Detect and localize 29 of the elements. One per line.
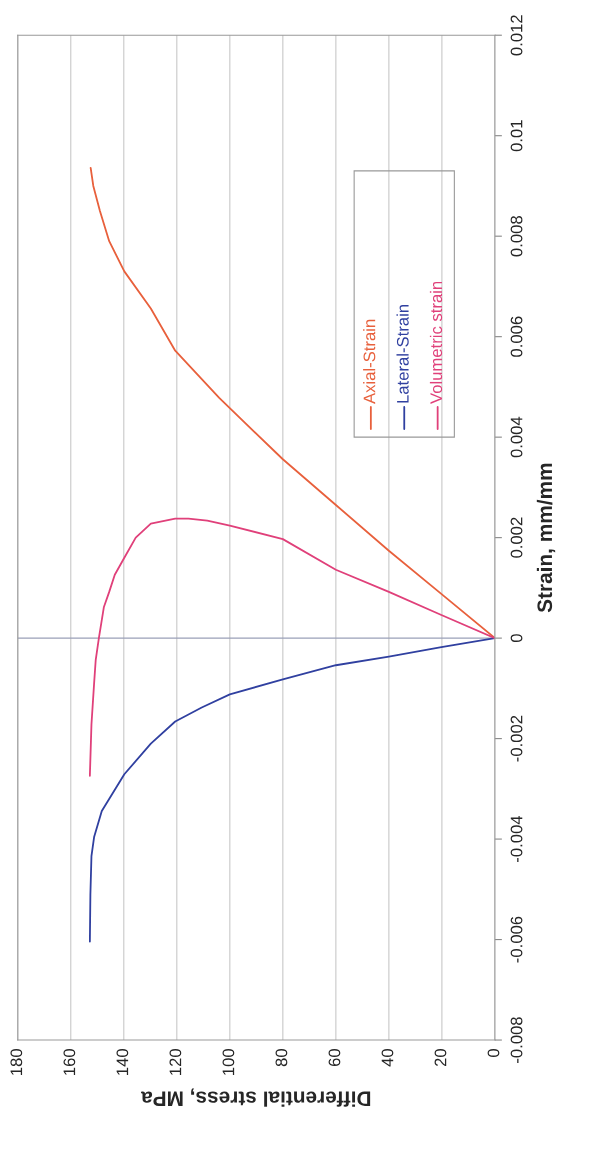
y-tick-label: 0.002 xyxy=(510,517,523,558)
x-tick-label: 180 xyxy=(10,1049,23,1075)
x-tick-label: 80 xyxy=(275,1049,288,1067)
x-tick-label: 140 xyxy=(116,1049,129,1075)
y-tick-label: 0 xyxy=(510,634,523,643)
y-tick-label: -0.006 xyxy=(510,916,523,963)
text: Axial-Strain xyxy=(363,319,376,404)
x-tick-label: 120 xyxy=(169,1049,182,1075)
y-tick-label: 0.01 xyxy=(510,120,523,152)
x-tick-label: 60 xyxy=(328,1049,341,1067)
y-tick-label: 0.012 xyxy=(510,15,523,56)
y-tick-label: -0.004 xyxy=(510,815,523,862)
line-series xyxy=(88,517,495,777)
x-tick-label: 160 xyxy=(63,1049,76,1075)
y-tick-label: 0.004 xyxy=(510,416,523,458)
line-series xyxy=(89,166,495,640)
y-tick-label: 0.008 xyxy=(510,216,523,257)
x-tick-label: 20 xyxy=(434,1049,447,1067)
y-tick-label: -0.002 xyxy=(510,715,523,762)
text: Volumetric strain xyxy=(429,281,443,404)
x-tick-label: 0 xyxy=(487,1049,500,1057)
y-tick-label: -0.008 xyxy=(510,1017,523,1063)
x-axis-title: Differential stress, MPa xyxy=(140,1088,371,1107)
x-tick-label: 100 xyxy=(222,1049,235,1075)
line-series xyxy=(88,637,495,943)
y-axis-title: Strain, mm/mm xyxy=(536,463,556,613)
y-tick-label: 0.006 xyxy=(510,316,523,357)
x-tick-label: 40 xyxy=(381,1049,394,1067)
text: Lateral-Strain xyxy=(396,305,409,403)
